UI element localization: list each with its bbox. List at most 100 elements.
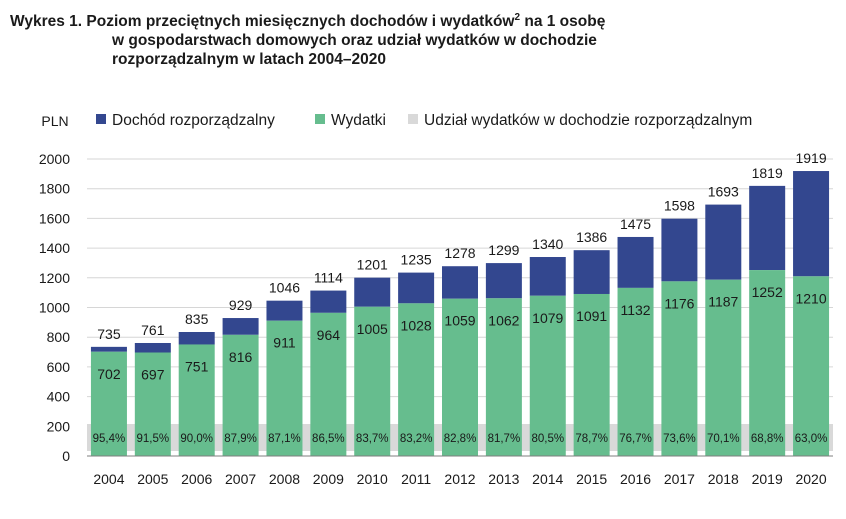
expenses-value-label: 1252 xyxy=(752,284,783,300)
share-value-label: 82,8% xyxy=(444,433,477,445)
y-tick-label: 200 xyxy=(47,418,71,434)
expenses-value-label: 1028 xyxy=(401,317,432,333)
income-value-label: 1046 xyxy=(269,280,300,296)
expenses-value-label: 751 xyxy=(185,358,209,374)
income-value-label: 1114 xyxy=(314,270,343,286)
x-tick-label: 2012 xyxy=(444,471,475,487)
x-tick-label: 2014 xyxy=(532,471,563,487)
x-tick-label: 2017 xyxy=(664,471,695,487)
share-value-label: 83,7% xyxy=(356,433,389,445)
y-tick-label: 1400 xyxy=(39,240,70,256)
expenses-bar xyxy=(222,334,259,456)
x-tick-label: 2015 xyxy=(576,471,607,487)
expenses-bar xyxy=(749,270,786,456)
income-value-label: 735 xyxy=(97,326,121,342)
expenses-value-label: 697 xyxy=(141,366,165,382)
expenses-bar xyxy=(793,276,830,456)
income-bar xyxy=(529,257,566,296)
x-tick-label: 2006 xyxy=(181,471,212,487)
x-tick-label: 2011 xyxy=(401,471,431,487)
share-value-label: 80,5% xyxy=(531,433,564,445)
income-value-label: 1386 xyxy=(576,229,607,245)
share-value-label: 90,0% xyxy=(180,433,213,445)
expenses-bar xyxy=(529,295,566,456)
y-tick-label: 1800 xyxy=(39,181,70,197)
expenses-value-label: 1091 xyxy=(576,308,607,324)
income-bar xyxy=(749,185,786,271)
income-value-label: 1235 xyxy=(401,252,432,268)
income-value-label: 929 xyxy=(229,297,253,313)
expenses-value-label: 911 xyxy=(273,335,296,351)
legend-item-income-swatch xyxy=(96,114,106,124)
legend-item-share-label: Udział wydatków w dochodzie rozporządzal… xyxy=(424,112,752,129)
expenses-value-label: 1005 xyxy=(357,321,388,337)
income-bar xyxy=(573,250,610,294)
x-tick-label: 2016 xyxy=(620,471,651,487)
expenses-bar xyxy=(617,287,654,456)
income-value-label: 1819 xyxy=(752,165,783,181)
legend-item-share-swatch xyxy=(408,114,418,124)
expenses-bar xyxy=(398,303,435,456)
title-line-3: rozporządzalnym w latach 2004–2020 xyxy=(112,51,386,69)
income-value-label: 1598 xyxy=(664,198,695,214)
footnote-mark: 2 xyxy=(514,12,521,23)
legend-item-expenses-label: Wydatki xyxy=(331,112,386,129)
income-value-label: 1299 xyxy=(488,242,519,258)
expenses-value-label: 816 xyxy=(229,349,253,365)
income-value-label: 1475 xyxy=(620,216,651,232)
income-value-label: 1201 xyxy=(357,257,388,273)
expenses-bar xyxy=(90,351,127,456)
expenses-value-label: 1079 xyxy=(532,310,563,326)
share-value-label: 87,1% xyxy=(268,433,301,445)
expenses-value-label: 1062 xyxy=(488,312,519,328)
y-unit-label: PLN xyxy=(41,113,68,129)
income-value-label: 1919 xyxy=(795,150,826,166)
expenses-value-label: 964 xyxy=(317,327,341,343)
share-value-label: 76,7% xyxy=(619,433,652,445)
title-line-2: w gospodarstwach domowych oraz udział wy… xyxy=(112,32,597,50)
y-tick-label: 2000 xyxy=(39,151,70,167)
income-bar xyxy=(661,218,698,282)
legend-item-income-label: Dochód rozporządzalny xyxy=(112,112,275,129)
y-tick-label: 800 xyxy=(47,329,71,345)
x-tick-label: 2018 xyxy=(708,471,739,487)
income-value-label: 1278 xyxy=(444,245,475,261)
income-value-label: 835 xyxy=(185,311,209,327)
expenses-value-label: 1210 xyxy=(795,290,826,306)
y-tick-label: 400 xyxy=(47,389,71,405)
income-bar xyxy=(310,290,347,313)
x-tick-label: 2005 xyxy=(137,471,168,487)
share-value-label: 63,0% xyxy=(795,433,828,445)
income-bar xyxy=(90,346,127,352)
x-tick-label: 2013 xyxy=(488,471,519,487)
x-tick-label: 2009 xyxy=(313,471,344,487)
income-bar xyxy=(793,171,830,277)
x-tick-label: 2020 xyxy=(795,471,826,487)
income-bar xyxy=(222,318,259,335)
expenses-bar xyxy=(573,293,610,456)
income-bar xyxy=(617,236,654,288)
y-tick-label: 600 xyxy=(47,359,71,375)
income-value-label: 1340 xyxy=(532,236,563,252)
y-tick-label: 1000 xyxy=(39,300,70,316)
x-tick-label: 2008 xyxy=(269,471,300,487)
x-tick-label: 2007 xyxy=(225,471,256,487)
share-value-label: 68,8% xyxy=(751,433,784,445)
share-value-label: 83,2% xyxy=(400,433,433,445)
expenses-bar xyxy=(661,281,698,456)
income-bar xyxy=(398,272,435,304)
share-value-label: 78,7% xyxy=(575,433,608,445)
expenses-bar xyxy=(485,298,522,456)
expenses-bar xyxy=(178,344,215,456)
legend-item-expenses-swatch xyxy=(315,114,325,124)
income-bar xyxy=(134,342,171,353)
income-bar xyxy=(442,266,478,299)
expenses-bar xyxy=(705,279,742,456)
expenses-value-label: 1187 xyxy=(708,294,738,310)
expenses-value-label: 702 xyxy=(97,366,121,382)
share-value-label: 70,1% xyxy=(707,433,740,445)
share-value-label: 81,7% xyxy=(488,433,521,445)
y-tick-label: 1600 xyxy=(39,210,70,226)
income-value-label: 761 xyxy=(141,322,165,338)
x-tick-label: 2019 xyxy=(752,471,783,487)
